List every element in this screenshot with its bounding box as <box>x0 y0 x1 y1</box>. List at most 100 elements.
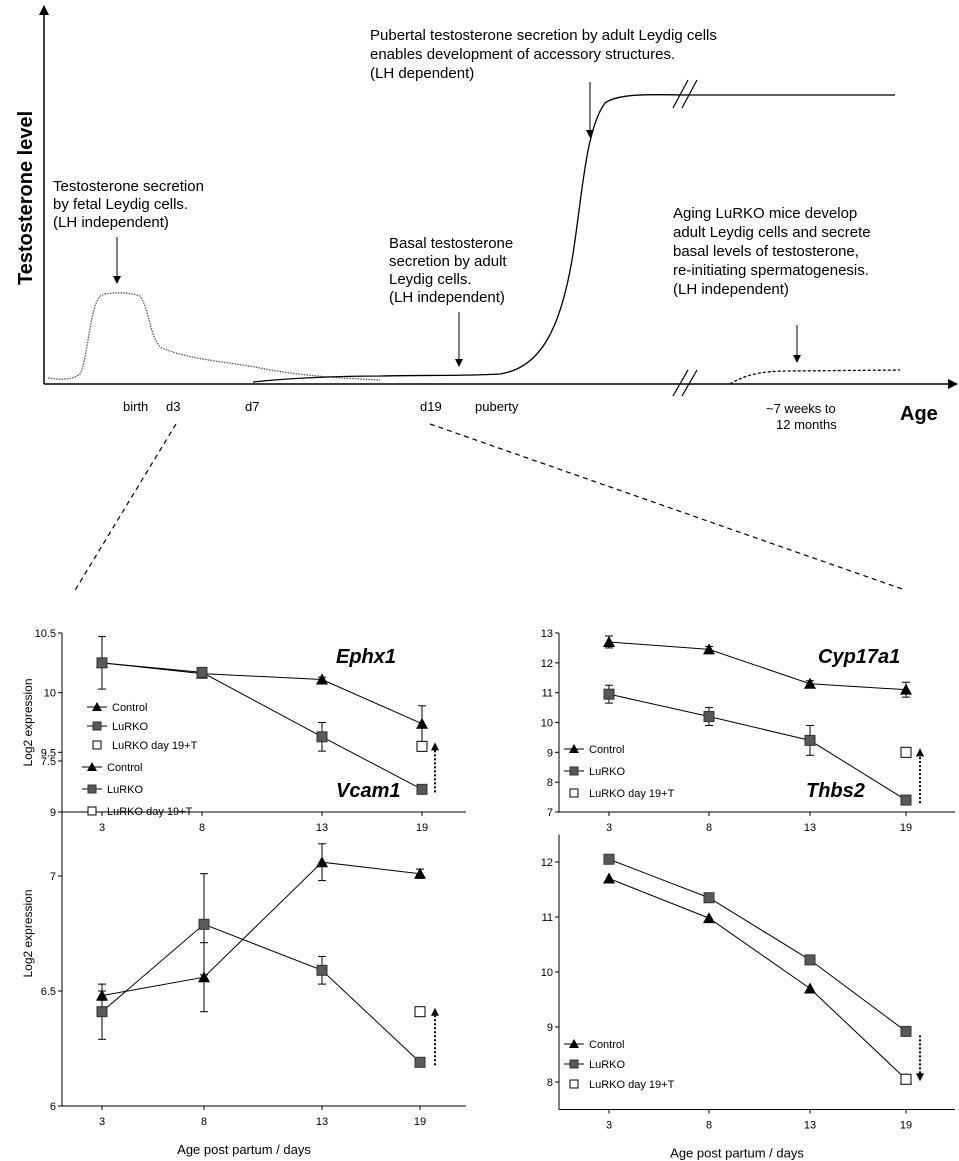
y-tick-label: 11 <box>542 688 553 700</box>
legend-marker-control <box>92 702 102 711</box>
data-point-lurko <box>414 1056 426 1068</box>
legend-label: Control <box>107 762 142 774</box>
tick-aging-line2: 12 months <box>776 417 837 432</box>
series-line-control <box>101 861 421 997</box>
tick-aging-line1: ~7 weeks to <box>766 401 836 416</box>
annotation-aging: Aging LuRKO mice develop adult Leydig ce… <box>673 205 871 363</box>
data-point-lurko-t <box>416 740 428 752</box>
svg-text:adult Leydig cells and secrete: adult Leydig cells and secrete <box>673 224 871 241</box>
svg-text:(LH dependent): (LH dependent) <box>370 65 474 82</box>
legend-marker-lurko <box>569 766 579 776</box>
y-tick-label: 9 <box>547 1022 553 1034</box>
data-point-control <box>316 673 328 685</box>
series-line-lurko <box>101 662 423 790</box>
chart-title: Cyp17a1 <box>818 646 900 668</box>
data-point-lurko <box>316 964 328 976</box>
change-arrow-head <box>916 748 924 757</box>
data-point-lurko <box>900 794 912 806</box>
data-point-lurko <box>96 1006 108 1018</box>
annotation-fetal: Testosterone secretion by fetal Leydig c… <box>53 178 204 284</box>
svg-text:(LH independent): (LH independent) <box>673 281 789 298</box>
zoom-line-right <box>429 423 906 591</box>
chart-title: Ephx1 <box>336 646 396 668</box>
x-tick-label: 19 <box>414 1116 426 1128</box>
data-point-lurko <box>804 954 816 966</box>
y-tick-label: 7 <box>547 807 553 819</box>
y-tick-label: 9.5 <box>41 747 56 759</box>
legend-label: LuRKO day 19+T <box>112 740 198 752</box>
legend-marker-lurko <box>92 721 102 731</box>
x-tick-label: 8 <box>201 1116 207 1128</box>
legend-marker-lurko <box>569 1059 579 1069</box>
data-point-control <box>198 971 210 983</box>
y-axis-label: Log2 expression <box>21 678 35 766</box>
diagram-y-axis-label: Testosterone level <box>15 111 37 285</box>
data-point-lurko <box>196 666 208 678</box>
basal-pubertal-testosterone-curve <box>252 93 895 383</box>
data-point-control <box>414 867 426 879</box>
x-tick-label: 8 <box>199 822 205 834</box>
x-tick-label: 13 <box>316 1116 328 1128</box>
data-point-lurko <box>703 711 715 723</box>
legend-marker-lurko-t <box>92 740 102 750</box>
y-tick-label: 12 <box>541 658 553 670</box>
annotation-pubertal: Pubertal testosterone secretion by adult… <box>370 27 717 138</box>
series-line-lurko <box>101 923 421 1063</box>
x-tick-label: 19 <box>900 1120 912 1132</box>
svg-text:re-initiating spermatogenesis.: re-initiating spermatogenesis. <box>673 262 869 279</box>
data-point-lurko <box>198 918 210 930</box>
data-point-control <box>703 912 715 924</box>
data-point-control <box>900 683 912 695</box>
y-tick-label: 13 <box>541 628 553 640</box>
y-tick-label: 11 <box>542 912 553 924</box>
x-tick-label: 8 <box>706 822 712 834</box>
data-point-lurko <box>603 688 615 700</box>
y-tick-label: 10 <box>541 718 553 730</box>
data-point-control <box>316 856 328 868</box>
legend-marker-control <box>87 762 97 771</box>
svg-text:Aging LuRKO mice develop: Aging LuRKO mice develop <box>673 205 857 222</box>
change-arrow-head <box>431 1007 439 1016</box>
chart-panel-cyp17a1: 7 8 9 10 11 12 13 3 8 13 19 Cyp17a1 Control LuRKO LuRK… <box>541 628 955 834</box>
x-tick-label: 13 <box>804 822 816 834</box>
diagram-x-axis-label: Age <box>900 403 938 425</box>
tick-d7: d7 <box>245 399 259 414</box>
data-point-control <box>416 717 428 729</box>
chart-legend: Control LuRKO LuRKO day 19+T <box>87 702 198 752</box>
data-point-lurko-t <box>414 1006 426 1018</box>
legend-marker-control <box>569 744 579 753</box>
data-point-control <box>804 982 816 994</box>
data-point-lurko <box>603 853 615 865</box>
chart-legend: Control LuRKO LuRKO day 19+T <box>564 744 675 800</box>
legend-marker-lurko-t <box>569 788 579 798</box>
x-axis-label: Age post partum / days <box>177 1142 311 1157</box>
x-tick-label: 13 <box>804 1120 816 1132</box>
series-line-lurko <box>608 858 907 1032</box>
x-tick-label: 3 <box>606 822 612 834</box>
y-tick-label: 9 <box>50 807 56 819</box>
y-tick-label: 8 <box>547 777 553 789</box>
data-point-control <box>603 635 615 647</box>
svg-text:basal levels of testosterone,: basal levels of testosterone, <box>673 243 859 260</box>
legend-label: LuRKO day 19+T <box>107 806 193 818</box>
data-point-lurko <box>316 731 328 743</box>
y-tick-label: 6.5 <box>41 986 56 998</box>
chart-title: Vcam1 <box>336 780 401 802</box>
legend-label: Control <box>589 1039 624 1051</box>
expression-panels: 9 9.5 10 10.5 3 8 13 19 Log2 expression Ephx1 Cont… <box>21 628 955 1161</box>
zoom-line-left <box>73 423 177 593</box>
data-point-lurko <box>900 1025 912 1037</box>
x-axis-label: Age post partum / days <box>670 1146 804 1161</box>
tick-d3: d3 <box>166 399 180 414</box>
y-tick-label: 12 <box>541 857 553 869</box>
x-tick-label: 3 <box>99 1116 105 1128</box>
legend-label: LuRKO <box>589 1059 626 1071</box>
fetal-testosterone-curve <box>47 292 381 381</box>
chart-panel-thbs2: 8 9 10 11 12 3 8 13 19 Age post partum / days Thbs… <box>541 780 955 1161</box>
x-tick-label: 13 <box>316 822 328 834</box>
change-arrow-head <box>916 1073 924 1082</box>
svg-text:(LH independent): (LH independent) <box>53 214 169 231</box>
data-point-control <box>603 872 615 884</box>
series-line-control <box>101 662 423 725</box>
